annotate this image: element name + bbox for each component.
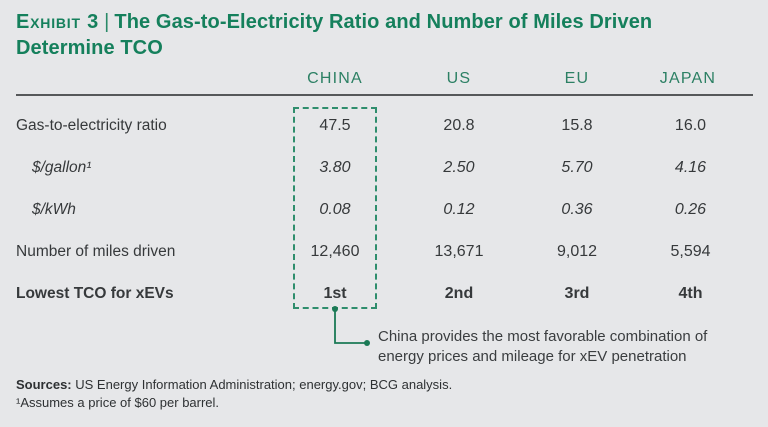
row-label: Number of miles driven: [16, 243, 176, 260]
footer: Sources: US Energy Information Administr…: [16, 376, 452, 412]
annotation-line-1: China provides the most favorable combin…: [378, 328, 708, 345]
china-column-highlight-box: [293, 107, 377, 309]
sources-text: US Energy Information Administration; en…: [71, 377, 453, 392]
cell-china: 12,460: [310, 243, 360, 260]
cell-eu: 15.8: [561, 117, 593, 134]
cell-eu: 5.70: [561, 159, 593, 176]
row-label: $/kWh: [32, 201, 76, 218]
china-annotation: China provides the most favorable combin…: [378, 327, 707, 366]
header-rule: [16, 94, 753, 96]
title-text-1: The Gas-to-Electricity Ratio and Number …: [114, 11, 653, 33]
cell-japan: 4.16: [674, 159, 707, 176]
annotation-connector-line: [332, 306, 370, 346]
cell-us: 13,671: [434, 243, 484, 260]
cell-eu: 3rd: [564, 285, 590, 302]
cell-us: 0.12: [443, 201, 475, 218]
title-line-1: Exhibit 3 | The Gas-to-Electricity Ratio a…: [16, 9, 752, 35]
cell-japan: 5,594: [670, 243, 711, 260]
column-header-eu: EU: [564, 70, 590, 87]
cell-china: 47.5: [319, 117, 351, 134]
cell-china: 0.08: [319, 201, 351, 218]
row-label: $/gallon¹: [32, 159, 92, 176]
cell-japan: 0.26: [674, 201, 707, 218]
table-row-dollar-per-kwh: $/kWh 0.08 0.12 0.36 0.26: [0, 189, 752, 231]
column-header-us: US: [446, 70, 472, 87]
title-line-2: Determine TCO: [16, 37, 163, 59]
sources-line: Sources: US Energy Information Administr…: [16, 376, 452, 394]
data-table: Gas-to-electricity ratio 47.5 20.8 15.8 …: [0, 105, 752, 315]
row-label: Gas-to-electricity ratio: [16, 117, 167, 134]
cell-us: 2.50: [443, 159, 475, 176]
cell-japan: 4th: [678, 285, 703, 302]
cell-china: 3.80: [319, 159, 351, 176]
table-row-miles-driven: Number of miles driven 12,460 13,671 9,0…: [0, 231, 752, 273]
annotation-line-2: energy prices and mileage for xEV penetr…: [378, 347, 687, 365]
table-row-dollar-per-gallon: $/gallon¹ 3.80 2.50 5.70 4.16: [0, 147, 752, 189]
footnote: ¹Assumes a price of $60 per barrel.: [16, 395, 220, 410]
cell-us: 2nd: [444, 285, 474, 302]
sources-label: Sources:: [16, 377, 72, 392]
cell-eu: 9,012: [556, 243, 598, 260]
cell-japan: 16.0: [674, 117, 707, 134]
table-row-lowest-tco: Lowest TCO for xEVs 1st 2nd 3rd 4th: [0, 273, 752, 315]
title-separator: |: [104, 11, 110, 33]
column-header-china: CHINA: [307, 70, 363, 87]
column-header-japan: JAPAN: [659, 70, 717, 87]
exhibit-label: Exhibit 3: [16, 11, 100, 33]
cell-china: 1st: [323, 285, 347, 302]
cell-us: 20.8: [443, 117, 475, 134]
cell-eu: 0.36: [561, 201, 593, 218]
row-label: Lowest TCO for xEVs: [16, 285, 174, 302]
table-row-gas-to-electricity-ratio: Gas-to-electricity ratio 47.5 20.8 15.8 …: [0, 105, 752, 147]
page-title: Exhibit 3 | The Gas-to-Electricity Ratio a…: [16, 9, 752, 61]
